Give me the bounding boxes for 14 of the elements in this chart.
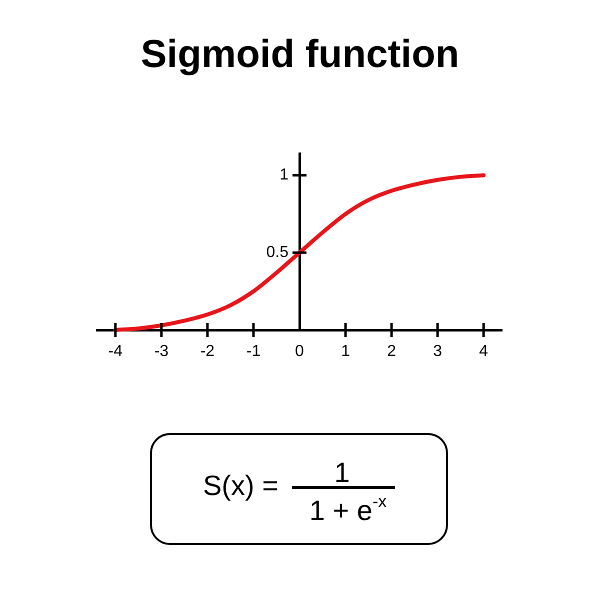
y-tick-label: 0.5 <box>266 244 289 262</box>
x-tick-label: -4 <box>108 343 123 360</box>
x-tick-label: -1 <box>246 343 261 360</box>
x-tick-label: 3 <box>433 343 442 360</box>
x-tick-label: -3 <box>154 343 169 360</box>
x-tick-label: 0 <box>295 343 304 360</box>
text: S(x) = <box>203 470 278 501</box>
x-tick-label: 2 <box>387 343 396 360</box>
text: 1 <box>334 457 350 488</box>
chart-title: Sigmoid function <box>140 33 460 77</box>
x-tick-label: 1 <box>341 343 350 360</box>
x-tick-label: -2 <box>200 343 215 360</box>
x-tick-label: 4 <box>479 343 488 360</box>
text: 1 + e$^{-x}$ <box>309 492 387 526</box>
